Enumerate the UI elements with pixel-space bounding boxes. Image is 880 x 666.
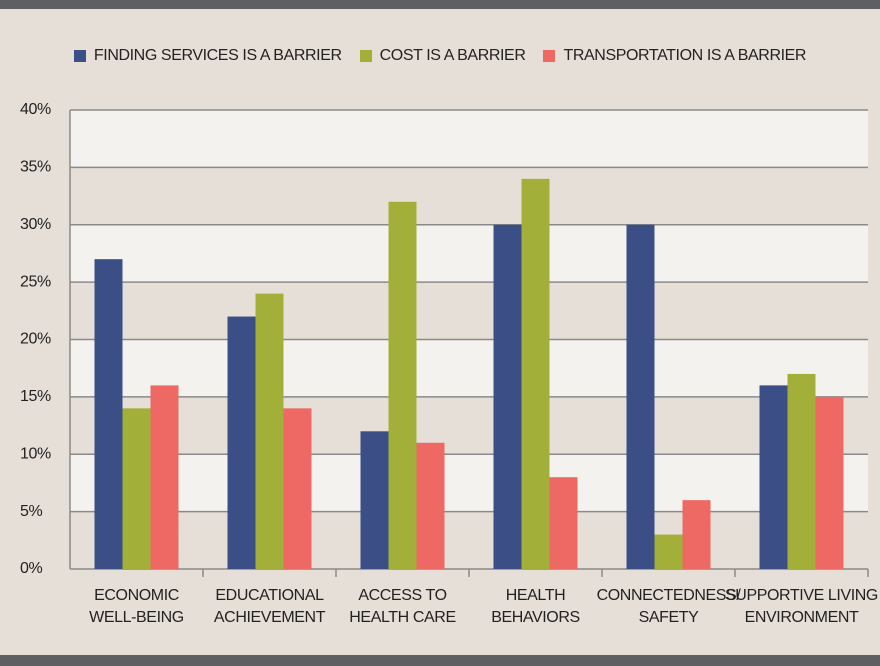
legend-swatch: [359, 50, 372, 62]
bar: [227, 316, 256, 569]
bar: [388, 201, 417, 570]
bar: [94, 259, 123, 569]
legend-swatch: [73, 50, 86, 62]
bar: [787, 373, 816, 569]
legend-label: TRANSPORTATION IS A BARRIER: [563, 47, 807, 64]
x-tick-label: EDUCATIONAL ACHIEVEMENT: [213, 587, 326, 626]
bar: [283, 408, 312, 569]
x-tick-label: ECONOMIC WELL-BEING: [89, 587, 184, 626]
bar: [360, 431, 389, 569]
grid-band: [70, 454, 868, 512]
grid-band: [70, 110, 868, 168]
y-tick-label: 20%: [20, 331, 51, 348]
bar: [521, 178, 550, 569]
x-tick-label: SUPPORTIVE LIVING ENVIRONMENT: [725, 587, 878, 626]
top-band: [0, 0, 880, 9]
legend: FINDING SERVICES IS A BARRIER COST IS A B…: [0, 47, 880, 65]
y-tick-label: 30%: [20, 216, 51, 233]
bar: [255, 293, 284, 569]
bar: [150, 385, 179, 569]
legend-item: TRANSPORTATION IS A BARRIER: [543, 47, 806, 65]
bar: [759, 385, 788, 569]
bar: [549, 477, 578, 569]
y-tick-label: 25%: [20, 273, 51, 290]
bar: [493, 224, 522, 569]
bar: [654, 534, 683, 569]
legend-label: COST IS A BARRIER: [379, 47, 526, 64]
y-tick-label: 10%: [20, 445, 51, 462]
x-tick-label: ACCESS TO HEALTH CARE: [349, 587, 456, 626]
x-tick-label: HEALTH BEHAVIORS: [491, 587, 580, 626]
y-tick-label: 5%: [20, 503, 42, 520]
bar: [815, 396, 844, 569]
bar: [122, 408, 151, 569]
y-tick-label: 40%: [20, 101, 51, 118]
legend-swatch: [543, 50, 556, 62]
grid-band: [70, 339, 868, 397]
bar: [416, 442, 445, 569]
bar: [682, 500, 711, 569]
y-tick-label: 35%: [20, 159, 51, 176]
y-tick-label: 15%: [20, 388, 51, 405]
grid-band: [70, 224, 868, 283]
legend-label: FINDING SERVICES IS A BARRIER: [93, 47, 342, 64]
x-tick-label: CONNECTEDNESS/ SAFETY: [596, 587, 741, 626]
y-tick-label: 0%: [20, 560, 42, 577]
bar: [626, 224, 655, 569]
legend-item: FINDING SERVICES IS A BARRIER: [73, 47, 342, 65]
legend-item: COST IS A BARRIER: [359, 47, 526, 65]
bottom-band: [0, 655, 880, 666]
